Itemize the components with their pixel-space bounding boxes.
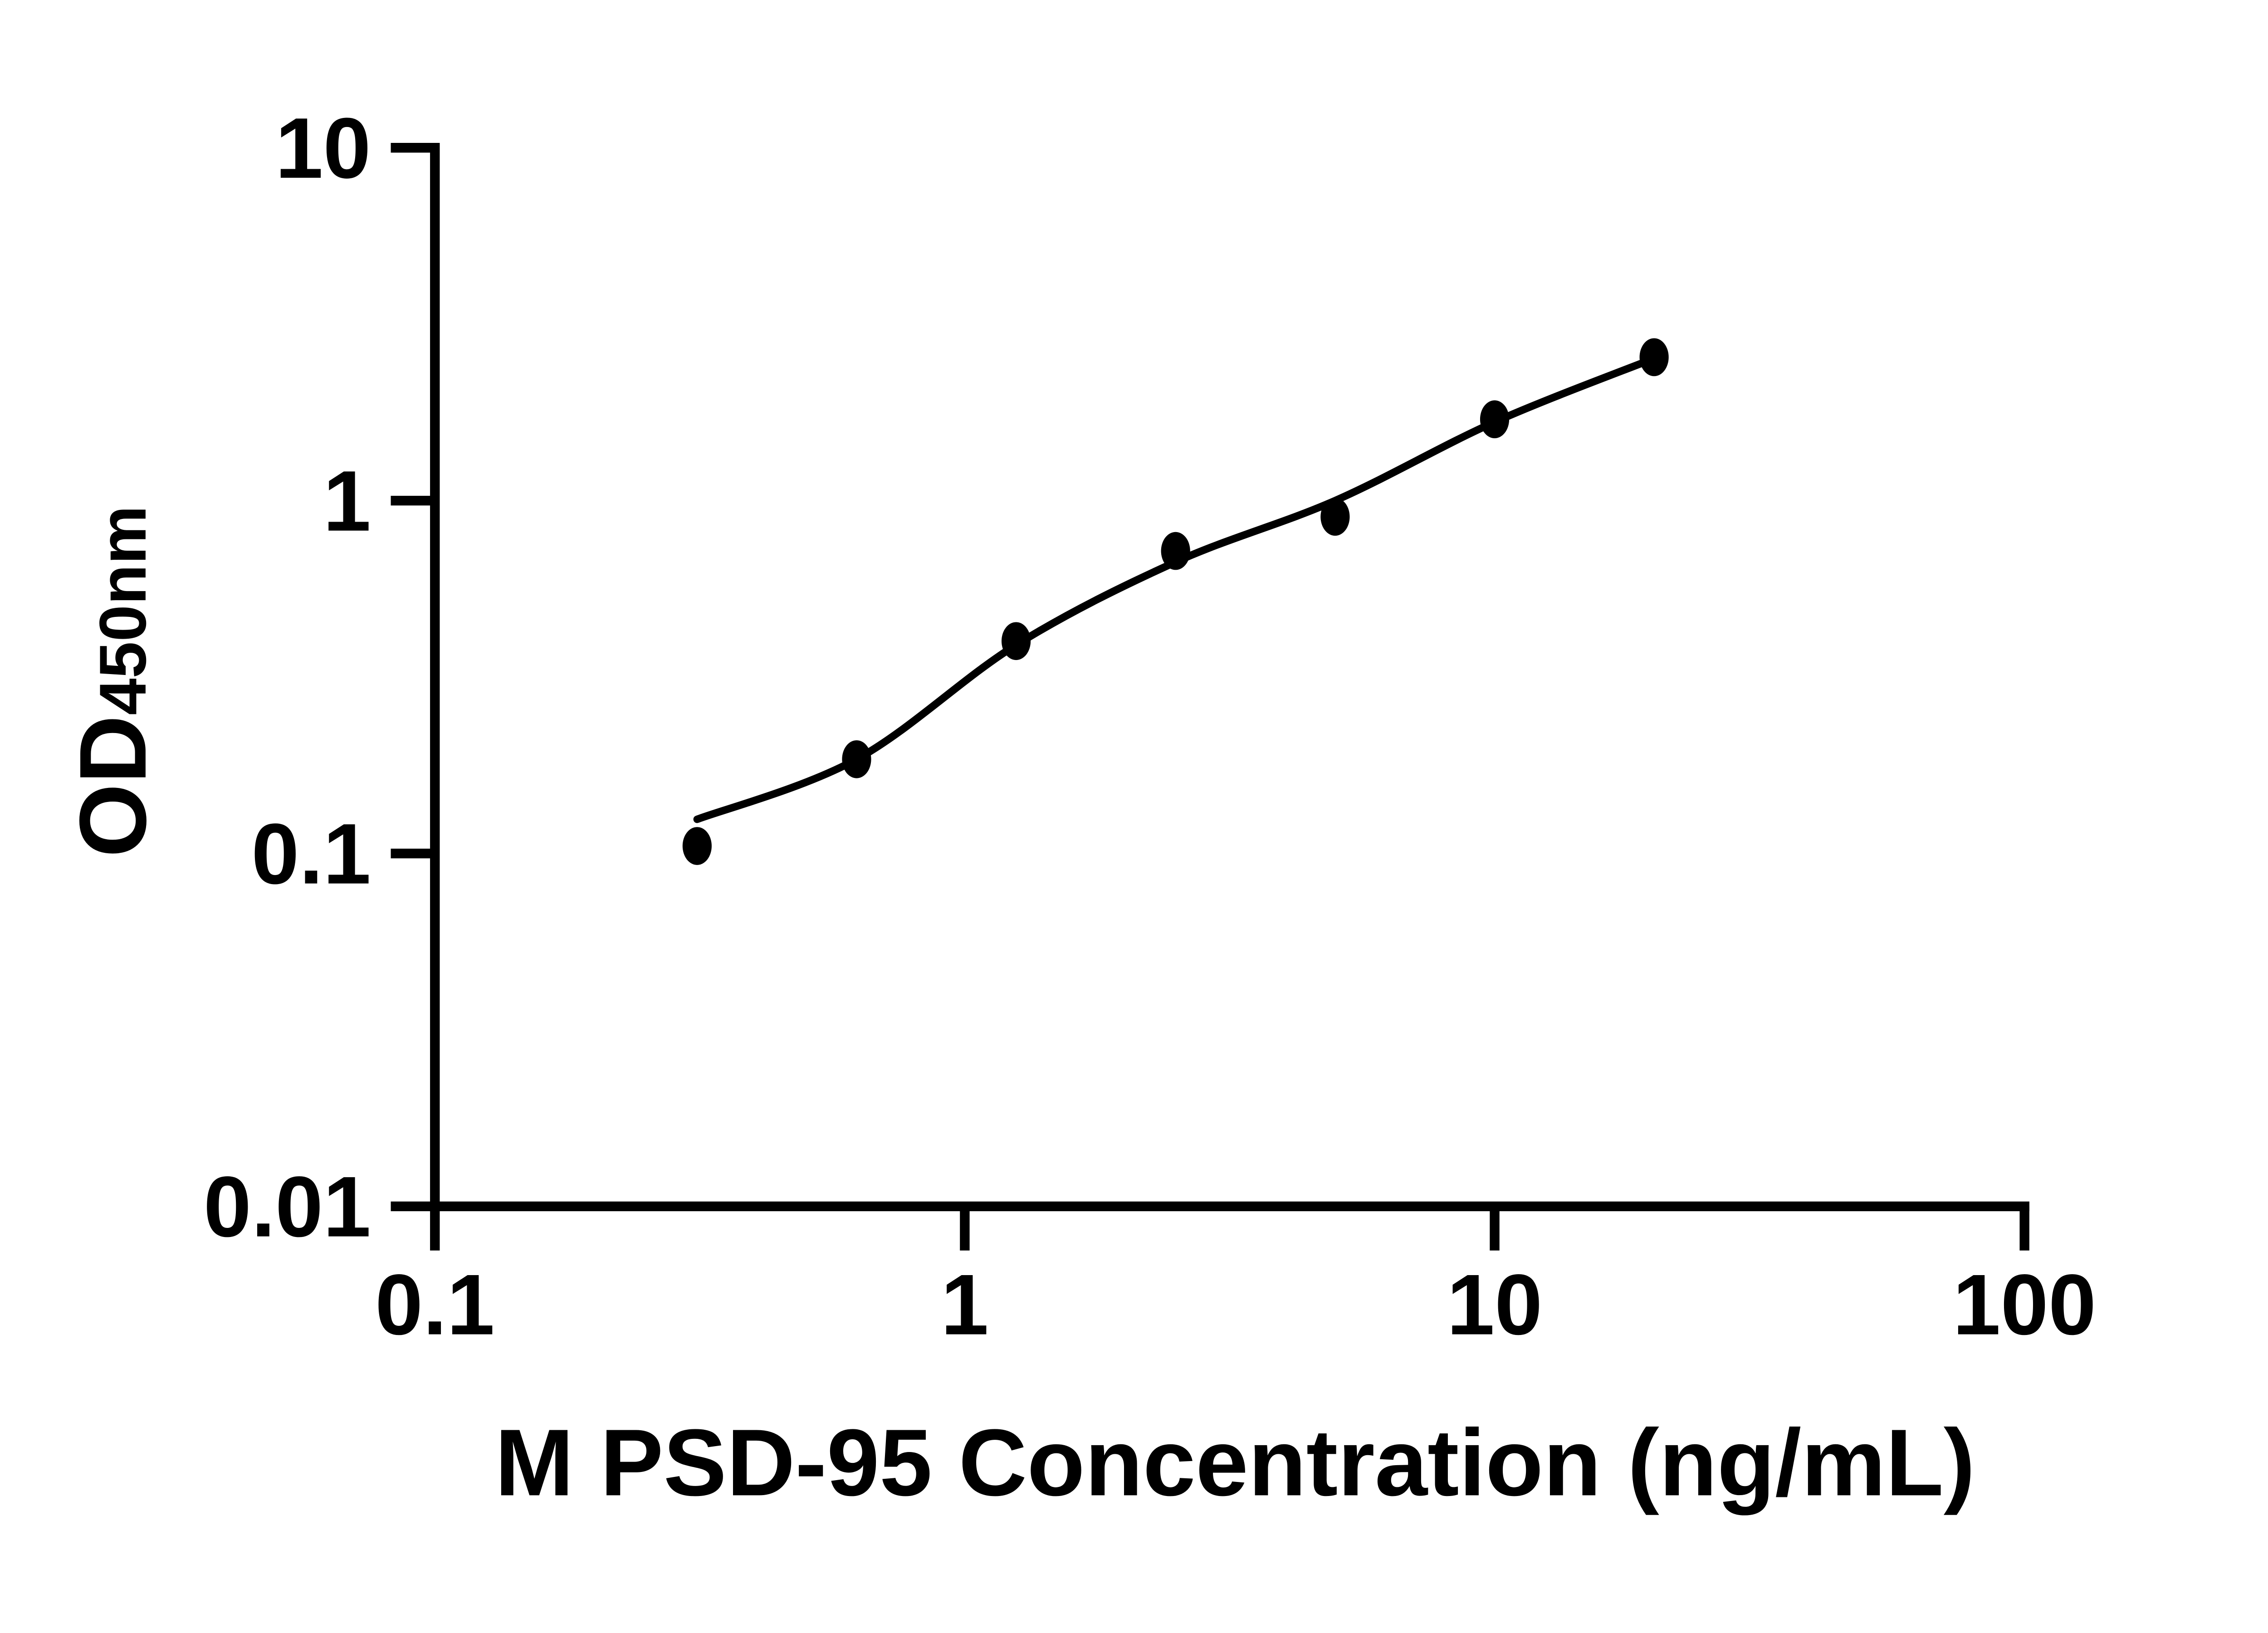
y-axis: 0.01 0.1 1 10 OD450nm xyxy=(60,100,440,1255)
y-tick-labels: 0.01 0.1 1 10 xyxy=(204,100,371,1255)
data-point xyxy=(1161,532,1190,570)
x-tick-label: 100 xyxy=(1953,1257,2096,1353)
x-axis: 0.1 1 10 100 M PSD-95 Concentration (ng/mL) xyxy=(375,1201,2096,1516)
data-point xyxy=(1480,400,1510,439)
y-tick-label: 0.01 xyxy=(204,1159,371,1255)
data-point xyxy=(1001,622,1031,660)
x-tick-labels: 0.1 1 10 100 xyxy=(375,1257,2096,1353)
data-point xyxy=(1320,498,1350,536)
y-tick-label: 10 xyxy=(275,100,371,196)
x-tick-label: 10 xyxy=(1447,1257,1543,1353)
data-point xyxy=(842,740,871,778)
fit-curve-line xyxy=(693,354,1658,823)
data-points xyxy=(682,338,1669,865)
y-axis-title-main: OD xyxy=(60,715,166,858)
y-tick-label: 0.1 xyxy=(251,806,371,902)
y-axis-title-subscript: 450nm xyxy=(86,505,160,715)
y-ticks xyxy=(391,143,435,1212)
data-point xyxy=(1639,338,1669,376)
x-axis-title: M PSD-95 Concentration (ng/mL) xyxy=(495,1410,1975,1516)
data-point xyxy=(682,827,712,865)
y-axis-title: OD450nm xyxy=(60,505,166,857)
elisa-standard-curve-chart: 0.01 0.1 1 10 OD450nm 0.1 1 10 100 M PSD-95 Co… xyxy=(60,100,2097,1516)
y-tick-label: 1 xyxy=(323,453,371,549)
x-tick-label: 1 xyxy=(941,1257,988,1353)
x-tick-label: 0.1 xyxy=(375,1257,495,1353)
x-ticks xyxy=(430,1206,2029,1251)
